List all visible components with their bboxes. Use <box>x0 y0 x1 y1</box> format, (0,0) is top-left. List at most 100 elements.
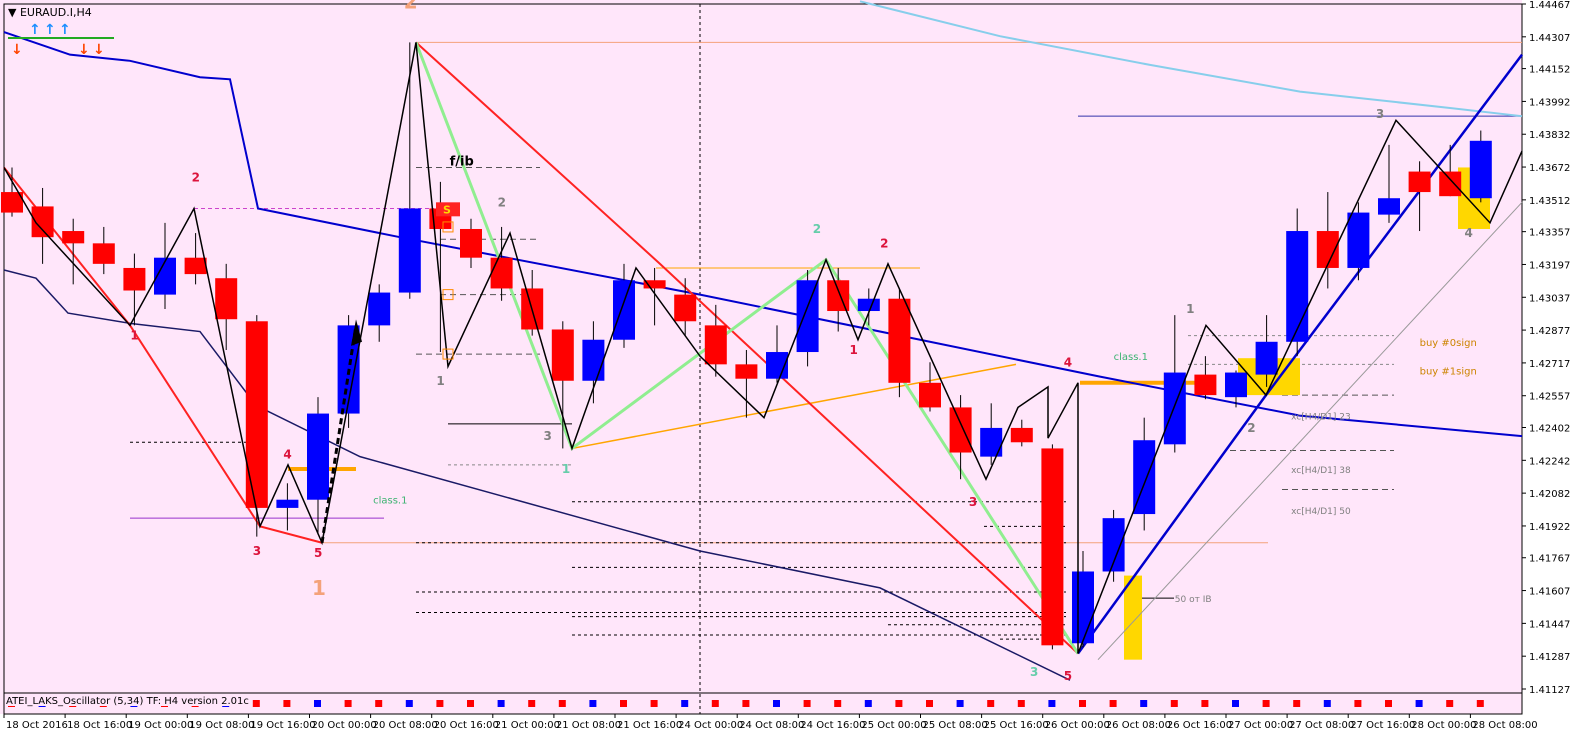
y-tick-label: 1.43832 <box>1529 130 1570 141</box>
x-tick-label: 18 Oct 2016 <box>6 720 68 731</box>
candle-body <box>704 325 727 365</box>
y-tick-label: 1.42717 <box>1529 359 1570 370</box>
y-tick-label: 1.43992 <box>1529 97 1570 108</box>
candle-body <box>949 407 972 453</box>
x-tick-label: 27 Oct 00:00 <box>1228 720 1293 731</box>
impulse-arrow <box>320 325 358 544</box>
candle-body <box>796 280 819 353</box>
moving-average-line <box>3 31 1523 438</box>
oscillator-dot <box>1140 700 1148 707</box>
x-tick-label: 20 Oct 00:00 <box>312 720 377 731</box>
x-tick-label: 28 Oct 00:00 <box>1411 720 1476 731</box>
candle-body <box>551 329 574 381</box>
wave-label: 5 <box>1064 669 1072 683</box>
oscillator-dot <box>1079 700 1086 707</box>
oscillator-dot <box>895 700 903 707</box>
price-axis-background <box>1522 0 1588 747</box>
y-tick-label: 1.43357 <box>1529 228 1570 239</box>
wave-label: 2 <box>813 222 821 236</box>
candle-body <box>62 231 85 244</box>
candle-body <box>1347 212 1370 268</box>
annotation-label: xc[H4/D1] 38 <box>1291 466 1351 476</box>
x-tick-label: 27 Oct 16:00 <box>1350 720 1415 731</box>
y-tick-label: 1.41447 <box>1529 619 1570 630</box>
candle-body <box>460 228 482 258</box>
annotation-label: xc[H4/D1] 23 <box>1291 413 1351 423</box>
wave-label: 3 <box>544 429 552 443</box>
annotation-label: class.1 <box>1114 352 1148 363</box>
oscillator-dot <box>1354 700 1362 707</box>
wave-label: 1 <box>130 329 138 343</box>
y-tick-label: 1.43197 <box>1529 260 1570 271</box>
oscillator-dot <box>987 700 995 707</box>
y-tick-label: 1.43672 <box>1529 163 1570 174</box>
x-tick-label: 21 Oct 00:00 <box>495 720 560 731</box>
up-arrow-icon: ↑ <box>44 22 56 38</box>
signal-box <box>436 202 460 217</box>
oscillator-dot <box>1017 700 1025 707</box>
ib-marker <box>442 348 454 360</box>
x-tick-label: 19 Oct 00:00 <box>128 720 193 731</box>
oscillator-label: ATEI_LAKS_Oscillator (5,34) TF: H4 versi… <box>6 696 249 707</box>
plot-frame <box>3 3 1523 715</box>
annotation-label: 50 от IB <box>1175 595 1212 605</box>
orange-trend-line <box>571 363 1017 450</box>
oscillator-dot <box>956 700 964 707</box>
oscillator-dot <box>620 700 627 707</box>
zigzag-line <box>3 42 1523 654</box>
oscillator-dot <box>558 700 566 707</box>
candle-body <box>123 267 146 291</box>
x-tick-label: 25 Oct 08:00 <box>923 720 988 731</box>
candle-body <box>919 382 941 408</box>
red-trend-line <box>415 41 1079 655</box>
candle-body <box>1194 374 1217 396</box>
down-arrow-icon: ↓ <box>78 42 90 58</box>
oscillator-dot <box>283 700 291 707</box>
up-arrow-icon: ↑ <box>59 22 71 38</box>
oscillator-dot <box>1109 700 1117 707</box>
candle-body <box>154 257 176 295</box>
oscillator-dot <box>405 700 413 707</box>
candle-body <box>1102 518 1125 572</box>
red-trend-line <box>3 166 323 544</box>
y-tick-label: 1.42402 <box>1529 424 1570 435</box>
annotation-label: buy #1sign <box>1420 366 1477 377</box>
oscillator-dot <box>1446 700 1454 707</box>
y-tick-label: 1.42877 <box>1529 326 1570 337</box>
oscillator-dot <box>864 700 872 707</box>
oscillator-dot <box>252 700 260 707</box>
annotation-label: xc[H4/D1] 50 <box>1291 507 1351 517</box>
up-arrow-icon: ↑ <box>29 22 41 38</box>
x-tick-label: 19 Oct 08:00 <box>189 720 254 731</box>
wave-label: 1 <box>562 462 570 476</box>
wave-label: 1 <box>850 343 858 357</box>
candle-body <box>1 192 23 213</box>
candle-body <box>184 257 207 275</box>
candle-body <box>643 280 666 289</box>
x-tick-label: 25 Oct 00:00 <box>861 720 926 731</box>
candle-body <box>215 278 238 320</box>
x-tick-label: 20 Oct 08:00 <box>373 720 438 731</box>
oscillator-dot <box>1415 700 1423 707</box>
candle-body <box>980 427 1003 457</box>
candle-body <box>1378 198 1400 215</box>
wave-label: 3 <box>969 495 977 509</box>
y-tick-label: 1.42082 <box>1529 489 1570 500</box>
yellow-zone <box>1124 575 1142 660</box>
x-tick-label: 19 Oct 16:00 <box>250 720 315 731</box>
candle-body <box>1316 231 1339 268</box>
y-tick-label: 1.42242 <box>1529 456 1570 467</box>
ib-marker <box>442 221 454 233</box>
x-tick-label: 28 Oct 08:00 <box>1472 720 1537 731</box>
candle-body <box>92 243 115 264</box>
oscillator-dot <box>344 700 352 707</box>
x-tick-label: 21 Oct 08:00 <box>556 720 621 731</box>
annotation-label: f/ib <box>450 154 474 169</box>
oscillator-dot <box>1170 700 1178 707</box>
oscillator-dot <box>926 700 933 707</box>
x-tick-label: 26 Oct 00:00 <box>1045 720 1110 731</box>
y-tick-label: 1.41287 <box>1529 652 1570 663</box>
